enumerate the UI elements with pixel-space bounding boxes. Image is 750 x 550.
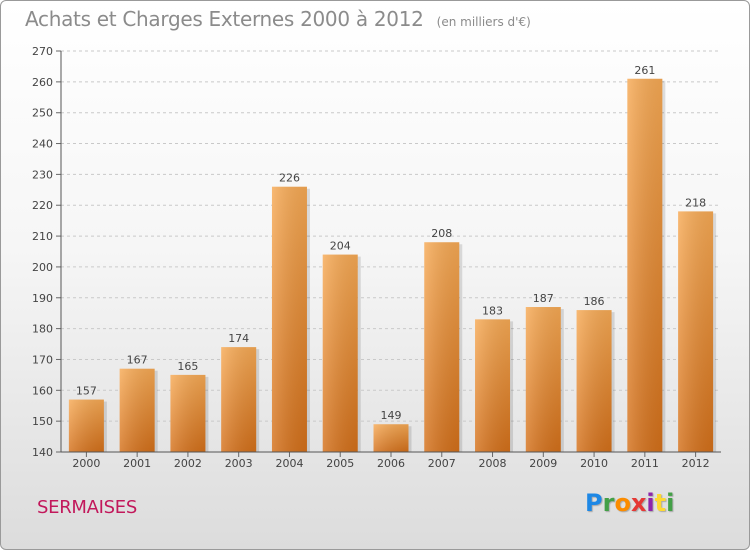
y-tick-label: 170 [32,353,53,366]
bar-highlight [576,310,612,452]
proxiti-logo: Proxiti [585,489,675,517]
bar-value-label: 165 [177,360,198,373]
chart-title-main: Achats et Charges Externes 2000 à 2012 [25,7,424,31]
x-tick-label: 2011 [631,457,659,470]
grid-lines [56,50,721,453]
bar-highlight [68,399,104,452]
bar-highlight [475,319,511,452]
y-tick-label: 190 [32,292,53,305]
bar-highlight [627,78,663,452]
bar-highlight [221,347,257,452]
y-tick-label: 210 [32,230,53,243]
x-tick-label: 2004 [275,457,303,470]
x-tick-label: 2001 [123,457,151,470]
chart-title: Achats et Charges Externes 2000 à 2012 (… [25,7,531,31]
bars [68,78,717,452]
x-axis-ticks: 2000 2001 2002 2003 2004 2005 2006 2007 2008 2009… [72,452,710,470]
y-axis-ticks: 140 150 160 170 180 190 200 210 220 230 240 250 260 2… [32,45,53,459]
y-tick-label: 240 [32,138,53,151]
bar-highlight [373,424,409,452]
x-tick-label: 2000 [72,457,100,470]
bar-highlight [170,374,206,452]
bar-highlight [322,254,358,452]
bar-highlight [525,307,561,452]
value-labels: 157 167 165 174 226 204 149 208 183 187 186 261 218 [76,64,706,422]
bar-value-label: 187 [533,292,554,305]
bar-value-label: 174 [228,332,249,345]
x-tick-label: 2005 [326,457,354,470]
y-tick-label: 160 [32,384,53,397]
bar-value-label: 218 [685,196,706,209]
bar-value-label: 208 [431,227,452,240]
bar-highlight [119,368,155,452]
y-tick-label: 180 [32,323,53,336]
y-tick-label: 270 [32,45,53,58]
bar-value-label: 157 [76,385,97,398]
y-tick-label: 230 [32,168,53,181]
bar-value-label: 204 [330,240,351,253]
x-tick-label: 2003 [225,457,253,470]
y-tick-label: 200 [32,261,53,274]
y-tick-label: 220 [32,199,53,212]
x-tick-label: 2012 [682,457,710,470]
bar-highlight [678,211,714,452]
commune-name: SERMAISES [37,497,137,518]
bar-highlight [271,186,307,452]
chart-title-unit: (en milliers d'€) [436,15,531,29]
bar-highlight [424,242,460,452]
y-tick-label: 260 [32,76,53,89]
bar-value-label: 167 [127,354,148,367]
x-tick-label: 2008 [479,457,507,470]
x-tick-label: 2007 [428,457,456,470]
y-tick-label: 140 [32,446,53,459]
x-tick-label: 2010 [580,457,608,470]
bar-value-label: 186 [584,295,605,308]
bar-value-label: 261 [634,64,655,77]
bar-value-label: 149 [381,409,402,422]
x-tick-label: 2002 [174,457,202,470]
y-tick-label: 250 [32,107,53,120]
bar-value-label: 183 [482,304,503,317]
y-tick-label: 150 [32,415,53,428]
x-tick-label: 2006 [377,457,405,470]
bar-value-label: 226 [279,172,300,185]
x-tick-label: 2009 [529,457,557,470]
